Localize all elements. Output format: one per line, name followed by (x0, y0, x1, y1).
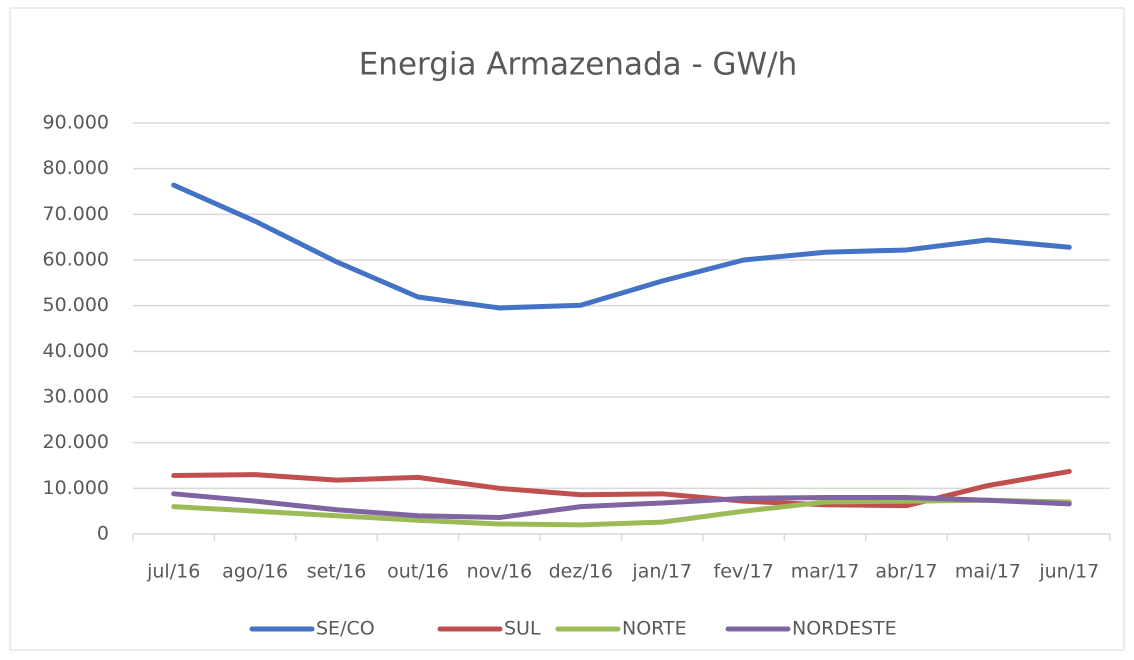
series-line (171, 497, 1072, 528)
x-tick-label: jun/17 (1038, 561, 1099, 583)
x-tick-label: dez/16 (549, 561, 613, 583)
y-tick-label: 20.000 (43, 431, 109, 453)
chart-title: Energia Armazenada - GW/h (359, 47, 798, 83)
y-tick-label: 0 (97, 523, 109, 545)
y-tick-label: 50.000 (43, 294, 109, 316)
legend-label: NORDESTE (792, 618, 897, 640)
x-tick-label: mai/17 (955, 561, 1021, 583)
x-tick-label: jul/16 (146, 561, 200, 583)
series-line (171, 182, 1072, 311)
y-tick-label: 60.000 (43, 249, 109, 271)
x-tick-label: out/16 (387, 561, 449, 583)
x-tick-label: mar/17 (791, 561, 860, 583)
x-tick-label: fev/17 (714, 561, 774, 583)
series-line (171, 491, 1072, 521)
y-tick-label: 30.000 (43, 386, 109, 408)
legend-label: SUL (504, 618, 541, 640)
y-tick-label: 90.000 (43, 112, 109, 134)
x-tick-label: jan/17 (631, 561, 692, 583)
legend-label: SE/CO (316, 618, 375, 640)
y-tick-label: 70.000 (43, 203, 109, 225)
x-tick-label: set/16 (307, 561, 367, 583)
x-tick-label: nov/16 (467, 561, 533, 583)
y-tick-label: 40.000 (43, 340, 109, 362)
legend-label: NORTE (622, 618, 687, 640)
y-tick-label: 10.000 (43, 477, 109, 499)
y-tick-label: 80.000 (43, 157, 109, 179)
x-tick-label: ago/16 (222, 561, 288, 583)
x-tick-label: abr/17 (875, 561, 937, 583)
chart-frame (9, 7, 1125, 651)
